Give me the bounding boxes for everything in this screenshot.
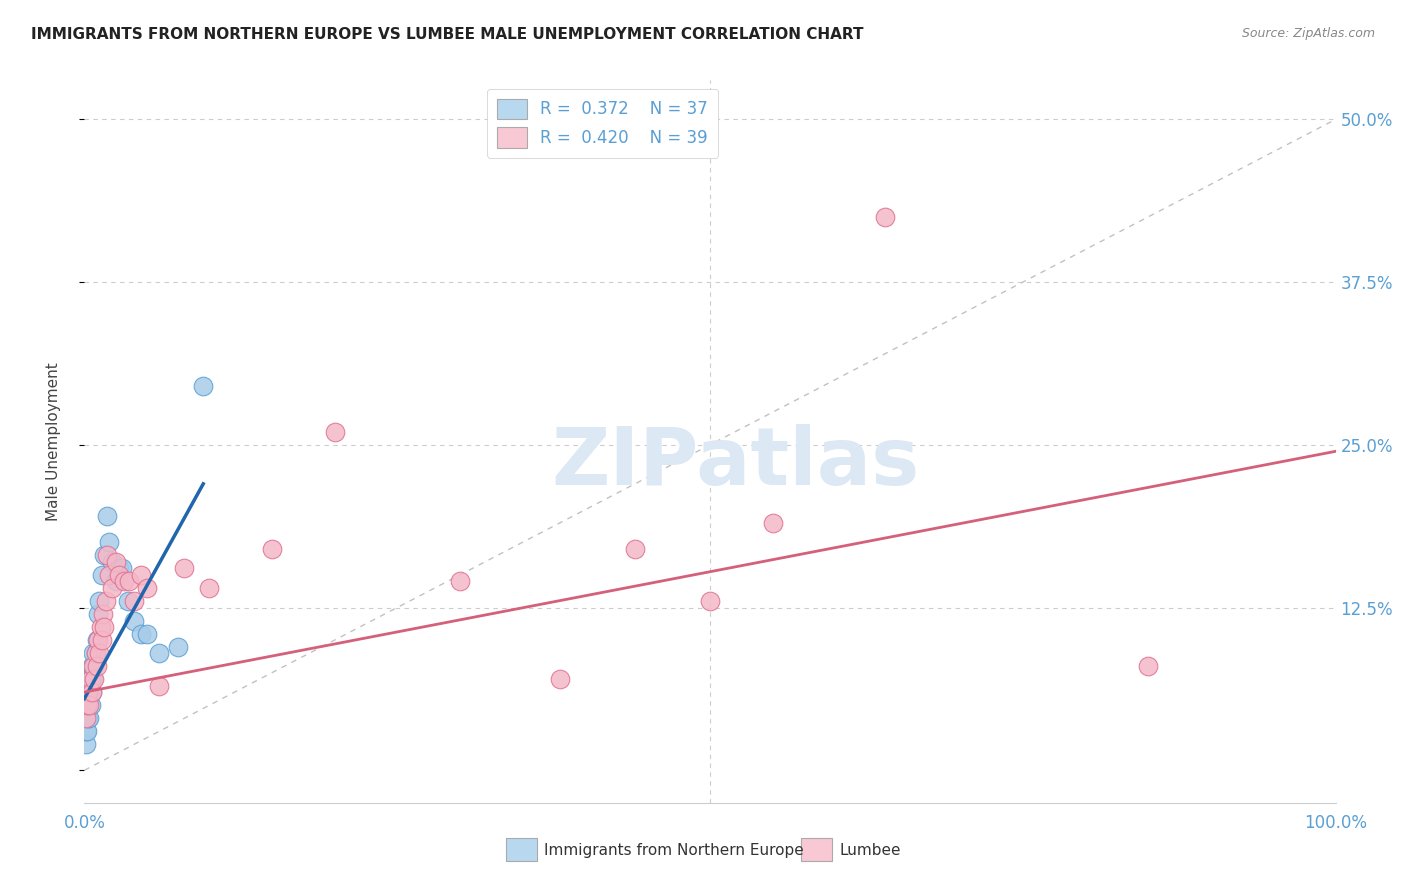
Point	[108, 568, 131, 582]
Point	[82, 646, 104, 660]
Point	[93, 549, 115, 563]
Point	[86, 659, 108, 673]
Point	[82, 659, 104, 673]
Legend: R =  0.372    N = 37, R =  0.420    N = 39: R = 0.372 N = 37, R = 0.420 N = 39	[486, 88, 718, 158]
Point	[101, 581, 124, 595]
Point	[87, 607, 110, 621]
Point	[76, 685, 98, 699]
Text: Immigrants from Northern Europe: Immigrants from Northern Europe	[544, 843, 804, 857]
Text: Lumbee: Lumbee	[839, 843, 901, 857]
Point	[90, 620, 112, 634]
Point	[699, 594, 721, 608]
Point	[148, 646, 170, 660]
Point	[91, 607, 114, 621]
Point	[108, 561, 131, 575]
Point	[148, 679, 170, 693]
Point	[84, 646, 107, 660]
Point	[90, 568, 112, 582]
Point	[82, 672, 104, 686]
Point	[77, 711, 100, 725]
Point	[117, 594, 139, 608]
Point	[80, 659, 103, 673]
Point	[173, 561, 195, 575]
Point	[1136, 659, 1159, 673]
Point	[112, 574, 135, 589]
Point	[79, 698, 101, 713]
Point	[76, 698, 98, 713]
Point	[136, 581, 159, 595]
Point	[80, 685, 103, 699]
Point	[77, 685, 100, 699]
Point	[79, 672, 101, 686]
Point	[75, 737, 97, 751]
Point	[79, 698, 101, 713]
Point	[198, 581, 221, 595]
Point	[77, 698, 100, 713]
Point	[548, 672, 571, 686]
Point	[624, 541, 647, 556]
Point	[262, 541, 284, 556]
Point	[94, 594, 117, 608]
Point	[80, 685, 103, 699]
Point	[136, 626, 159, 640]
Point	[83, 672, 105, 686]
Point	[89, 646, 111, 660]
Text: ZIPatlas: ZIPatlas	[551, 425, 920, 502]
Point	[87, 633, 110, 648]
Point	[89, 594, 111, 608]
Point	[84, 646, 107, 660]
Point	[75, 711, 97, 725]
Point	[111, 561, 134, 575]
Point	[101, 555, 124, 569]
Point	[93, 620, 115, 634]
Point	[79, 711, 101, 725]
Point	[323, 425, 346, 439]
Point	[129, 568, 152, 582]
Point	[79, 685, 101, 699]
Point	[124, 594, 146, 608]
Point	[118, 574, 141, 589]
Point	[79, 672, 101, 686]
Point	[167, 640, 190, 654]
Point	[104, 555, 127, 569]
Point	[86, 633, 108, 648]
Point	[875, 210, 897, 224]
Point	[98, 535, 121, 549]
Point	[83, 659, 105, 673]
Point	[124, 614, 146, 628]
Point	[98, 568, 121, 582]
Point	[76, 698, 98, 713]
Text: Source: ZipAtlas.com: Source: ZipAtlas.com	[1241, 27, 1375, 40]
Point	[76, 724, 98, 739]
Point	[104, 574, 127, 589]
Point	[129, 626, 152, 640]
Y-axis label: Male Unemployment: Male Unemployment	[46, 362, 60, 521]
Point	[449, 574, 471, 589]
Point	[75, 711, 97, 725]
Point	[90, 633, 112, 648]
Point	[762, 516, 785, 530]
Text: IMMIGRANTS FROM NORTHERN EUROPE VS LUMBEE MALE UNEMPLOYMENT CORRELATION CHART: IMMIGRANTS FROM NORTHERN EUROPE VS LUMBE…	[31, 27, 863, 42]
Point	[77, 672, 100, 686]
Point	[96, 549, 118, 563]
Point	[75, 724, 97, 739]
Point	[193, 379, 215, 393]
Point	[96, 509, 118, 524]
